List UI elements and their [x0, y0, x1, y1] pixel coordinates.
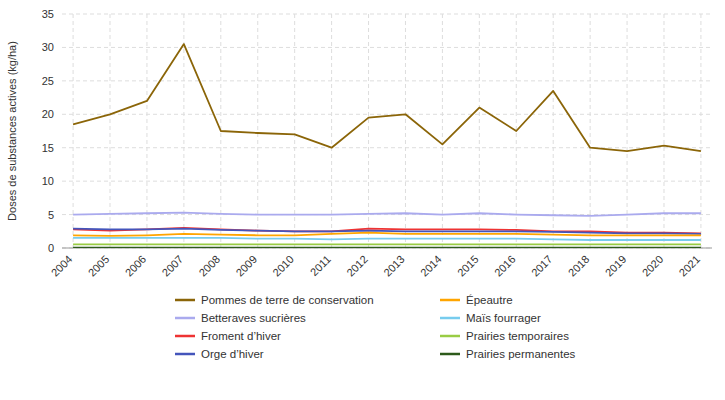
- legend-swatch: [175, 353, 195, 356]
- x-grid-line: [368, 14, 369, 248]
- x-grid-line: [110, 14, 111, 248]
- x-tick-label: 2021: [677, 253, 703, 279]
- legend-swatch: [175, 335, 195, 338]
- y-axis-label: Doses de substances actives (kg/ha): [6, 41, 18, 221]
- x-tick-label: 2016: [492, 253, 518, 279]
- x-tick-label: 2008: [196, 253, 222, 279]
- y-tick-label: 5: [48, 209, 54, 221]
- x-tick-label: 2011: [308, 253, 333, 278]
- y-grid-line: [62, 114, 712, 115]
- x-tick-label: 2013: [381, 253, 407, 279]
- x-tick-label: 2012: [344, 253, 370, 279]
- y-tick-label: 10: [42, 175, 54, 187]
- x-axis-line: [62, 248, 712, 249]
- legend-label: Froment d’hiver: [201, 330, 281, 342]
- x-tick-label: 2018: [566, 253, 592, 279]
- x-grid-line: [257, 14, 258, 248]
- legend-label: Maïs fourrager: [466, 312, 541, 324]
- x-tick-label: 2019: [603, 253, 629, 279]
- legend-swatch: [175, 299, 195, 302]
- legend-label: Betteraves sucrières: [201, 312, 306, 324]
- x-tick-label: 2005: [86, 253, 112, 279]
- x-tick-label: 2014: [418, 253, 444, 279]
- x-tick-label: 2017: [529, 253, 555, 279]
- x-tick-label: 2004: [49, 253, 75, 279]
- x-grid-line: [331, 14, 332, 248]
- legend-swatch: [440, 335, 460, 338]
- legend-swatch: [440, 353, 460, 356]
- chart: 0 5 10 15 20 25 30 35 2004 2005 2006 2007 2008 2009 20…: [0, 0, 725, 400]
- x-grid-line: [73, 14, 74, 248]
- legend-label: Orge d’hiver: [201, 348, 264, 360]
- x-grid-line: [294, 14, 295, 248]
- legend-swatch: [440, 299, 460, 302]
- grid: [62, 14, 712, 248]
- x-grid-line: [553, 14, 554, 248]
- legend-swatch: [175, 317, 195, 320]
- x-tick-label: 2020: [640, 253, 666, 279]
- y-tick-label: 35: [42, 8, 54, 20]
- y-grid-line: [62, 248, 712, 249]
- legend-label: Épeautre: [466, 294, 513, 306]
- x-tick-label: 2010: [270, 253, 296, 279]
- x-grid-line: [442, 14, 443, 248]
- y-tick-label: 0: [48, 242, 54, 254]
- legend: Pommes de terre de conservation Betterave…: [175, 294, 576, 360]
- y-grid-line: [62, 14, 712, 15]
- series-lines: [73, 44, 701, 248]
- x-tick-label: 2006: [123, 253, 149, 279]
- y-grid-line: [62, 181, 712, 182]
- legend-swatch: [440, 317, 460, 320]
- y-grid-line: [62, 147, 712, 148]
- y-tick-label: 30: [42, 41, 54, 53]
- x-grid-line: [627, 14, 628, 248]
- series-line: [73, 238, 701, 240]
- series-line: [73, 243, 701, 245]
- x-tick-label: 2015: [455, 253, 481, 279]
- legend-label: Prairies temporaires: [466, 330, 569, 342]
- x-tick-label: 2009: [233, 253, 259, 279]
- series-line: [73, 233, 701, 236]
- y-tick-label: 20: [42, 108, 54, 120]
- x-tick-label: 2007: [159, 253, 185, 279]
- y-tick-label: 25: [42, 75, 54, 87]
- x-grid-line: [590, 14, 591, 248]
- y-tick-label: 15: [42, 142, 54, 154]
- series-line: [73, 213, 701, 216]
- legend-label: Pommes de terre de conservation: [201, 294, 374, 306]
- y-grid-line: [62, 47, 712, 48]
- series-line: [73, 247, 701, 248]
- series-line: [73, 44, 701, 151]
- legend-label: Prairies permanentes: [466, 348, 576, 360]
